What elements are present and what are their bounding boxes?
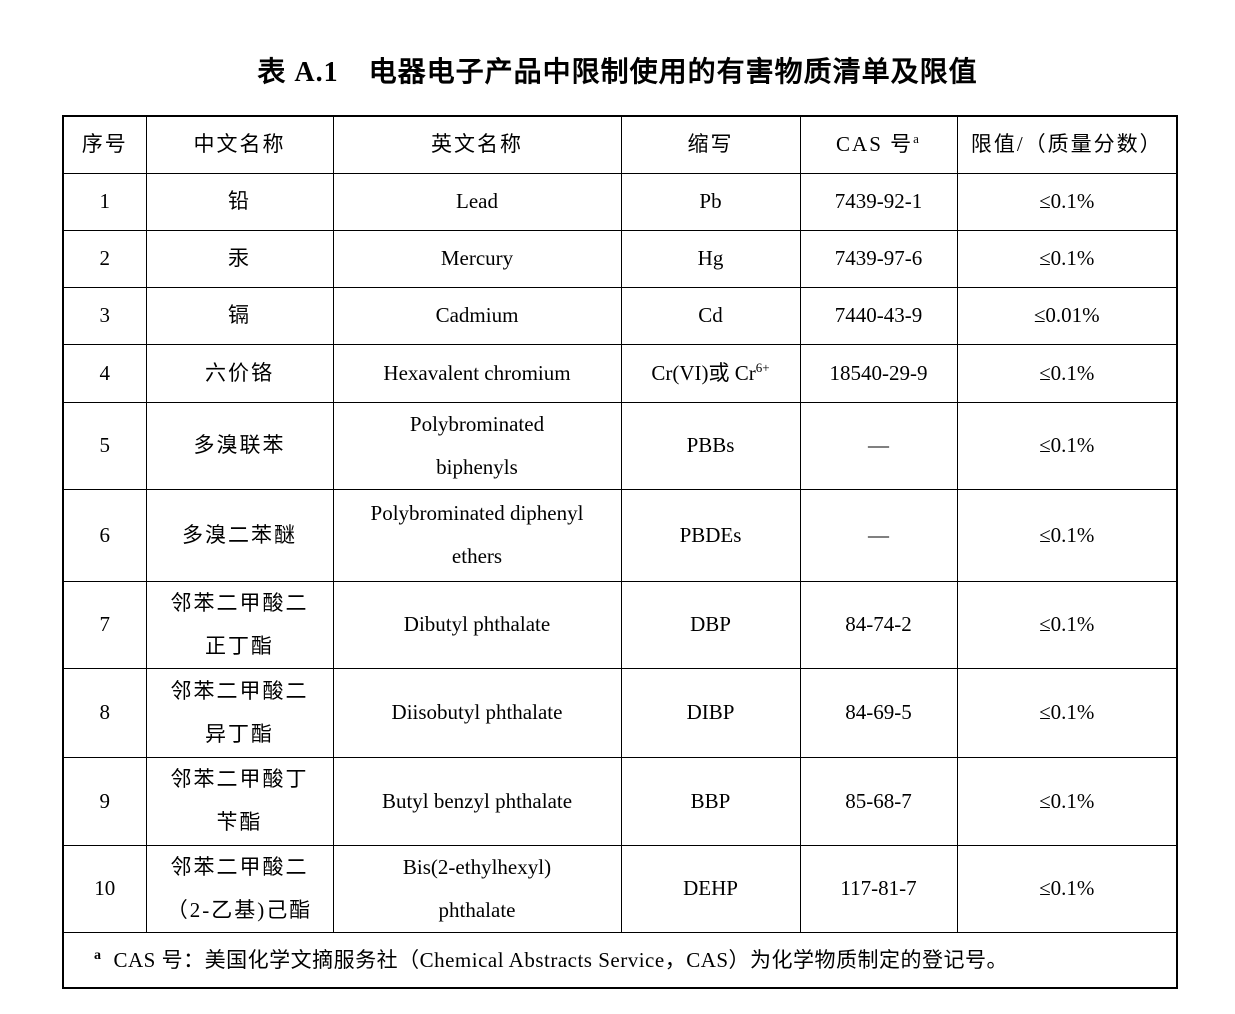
abbr-superscript: 6+ [755, 359, 770, 375]
cell-limit: ≤0.1% [956, 401, 1178, 490]
cell-cn-name: 六价铬 [145, 343, 334, 403]
cell-no: 2 [62, 229, 147, 288]
cell-abbr: PBDEs [620, 488, 801, 582]
cell-cn-name: 多溴二苯醚 [145, 488, 334, 582]
cell-abbr: Cd [620, 286, 801, 345]
cell-cn-name: 多溴联苯 [145, 401, 334, 490]
abbr-text: Cd [698, 303, 723, 327]
col-header-cas-label: CAS 号 [836, 132, 914, 157]
cell-cas: 84-74-2 [799, 580, 958, 669]
substance-row: 8 邻苯二甲酸二 异丁酯 Diisobutyl phthalate DIBP 8… [62, 667, 1178, 758]
substance-row: 10 邻苯二甲酸二 （2-乙基)己酯 Bis(2-ethylhexyl) pht… [62, 844, 1178, 933]
footnote-marker: a [94, 947, 102, 963]
cell-limit: ≤0.1% [956, 229, 1178, 288]
cell-cn-name: 邻苯二甲酸二 （2-乙基)己酯 [145, 844, 334, 933]
cell-abbr: PBBs [620, 401, 801, 490]
cell-en-name: Polybrominated diphenyl ethers [332, 488, 622, 582]
cell-cn-name: 汞 [145, 229, 334, 288]
cell-en-name: Dibutyl phthalate [332, 580, 622, 669]
hazardous-substances-table: 序号 中文名称 英文名称 缩写 CAS 号a 限值/（质量分数） 1 铅 Lea… [62, 115, 1178, 989]
cas-superscript: a [913, 131, 921, 147]
cell-cn-name: 铅 [145, 172, 334, 231]
col-header-cas: CAS 号a [799, 115, 958, 174]
cell-en-name: Diisobutyl phthalate [332, 667, 622, 758]
cell-no: 3 [62, 286, 147, 345]
abbr-text: DBP [690, 612, 731, 636]
substance-row: 6 多溴二苯醚 Polybrominated diphenyl ethers P… [62, 488, 1178, 582]
table-caption-number: 表 A.1 [257, 57, 339, 88]
cell-abbr: DIBP [620, 667, 801, 758]
col-header-cn-name: 中文名称 [145, 115, 334, 174]
cell-cas: 85-68-7 [799, 756, 958, 846]
cell-abbr: BBP [620, 756, 801, 846]
cell-en-name: Hexavalent chromium [332, 343, 622, 403]
cell-en-name: Polybrominated biphenyls [332, 401, 622, 490]
cell-cn-name: 邻苯二甲酸二 正丁酯 [145, 580, 334, 669]
substance-row: 2 汞 Mercury Hg 7439-97-6 ≤0.1% [62, 229, 1178, 288]
cell-en-name: Bis(2-ethylhexyl) phthalate [332, 844, 622, 933]
cell-no: 9 [62, 756, 147, 846]
cell-limit: ≤0.1% [956, 488, 1178, 582]
abbr-text: DIBP [686, 700, 735, 724]
cell-limit: ≤0.01% [956, 286, 1178, 345]
substance-row: 5 多溴联苯 Polybrominated biphenyls PBBs — ≤… [62, 401, 1178, 490]
cell-abbr: DBP [620, 580, 801, 669]
cell-no: 6 [62, 488, 147, 582]
cell-cas: 84-69-5 [799, 667, 958, 758]
abbr-text: Hg [697, 246, 724, 270]
cell-abbr: DEHP [620, 844, 801, 933]
cell-no: 10 [62, 844, 147, 933]
cell-cn-name: 邻苯二甲酸丁 苄酯 [145, 756, 334, 846]
substance-row: 3 镉 Cadmium Cd 7440-43-9 ≤0.01% [62, 286, 1178, 345]
abbr-text: DEHP [683, 876, 738, 900]
substance-row: 9 邻苯二甲酸丁 苄酯 Butyl benzyl phthalate BBP 8… [62, 756, 1178, 846]
abbr-text: Pb [699, 189, 722, 213]
col-header-limit: 限值/（质量分数） [956, 115, 1178, 174]
cell-cn-name: 邻苯二甲酸二 异丁酯 [145, 667, 334, 758]
cell-en-name: Mercury [332, 229, 622, 288]
cell-limit: ≤0.1% [956, 667, 1178, 758]
substance-row: 1 铅 Lead Pb 7439-92-1 ≤0.1% [62, 172, 1178, 231]
col-header-no: 序号 [62, 115, 147, 174]
table-caption-title: 电器电子产品中限制使用的有害物质清单及限值 [368, 57, 978, 88]
abbr-text: BBP [690, 788, 731, 813]
cell-no: 7 [62, 580, 147, 669]
cell-abbr: Hg [620, 229, 801, 288]
cell-en-name: Butyl benzyl phthalate [332, 756, 622, 846]
footnote-row: a CAS 号：美国化学文摘服务社（Chemical Abstracts Serv… [62, 931, 1178, 989]
substance-row: 7 邻苯二甲酸二 正丁酯 Dibutyl phthalate DBP 84-74… [62, 580, 1178, 669]
table-caption: 表 A.1 电器电子产品中限制使用的有害物质清单及限值 [0, 50, 1235, 90]
cell-en-name: Lead [332, 172, 622, 231]
abbr-text: PBBs [686, 433, 735, 457]
cell-cas: 7440-43-9 [799, 286, 958, 345]
cell-no: 5 [62, 401, 147, 490]
cell-limit: ≤0.1% [956, 580, 1178, 669]
cell-no: 8 [62, 667, 147, 758]
cell-abbr: Pb [620, 172, 801, 231]
abbr-text: PBDEs [679, 522, 742, 547]
cell-no: 1 [62, 172, 147, 231]
header-row: 序号 中文名称 英文名称 缩写 CAS 号a 限值/（质量分数） [62, 115, 1178, 174]
col-header-abbr: 缩写 [620, 115, 801, 174]
cell-en-name: Cadmium [332, 286, 622, 345]
cell-limit: ≤0.1% [956, 343, 1178, 403]
cell-limit: ≤0.1% [956, 172, 1178, 231]
abbr-text: Cr(VI)或 Cr [651, 360, 756, 385]
cell-cas: — [799, 401, 958, 490]
footnote-text: CAS 号：美国化学文摘服务社（Chemical Abstracts Servi… [113, 947, 1009, 972]
cell-abbr: Cr(VI)或 Cr6+ [620, 343, 801, 403]
cell-cas: 7439-97-6 [799, 229, 958, 288]
cell-no: 4 [62, 343, 147, 403]
cell-limit: ≤0.1% [956, 756, 1178, 846]
cell-cas: — [799, 488, 958, 582]
cell-limit: ≤0.1% [956, 844, 1178, 933]
col-header-en-name: 英文名称 [332, 115, 622, 174]
cell-cas: 18540-29-9 [799, 343, 958, 403]
footnote: a CAS 号：美国化学文摘服务社（Chemical Abstracts Serv… [62, 931, 1178, 989]
substance-row: 4 六价铬 Hexavalent chromium Cr(VI)或 Cr6+ 1… [62, 343, 1178, 403]
cell-cn-name: 镉 [145, 286, 334, 345]
cell-cas: 117-81-7 [799, 844, 958, 933]
cell-cas: 7439-92-1 [799, 172, 958, 231]
